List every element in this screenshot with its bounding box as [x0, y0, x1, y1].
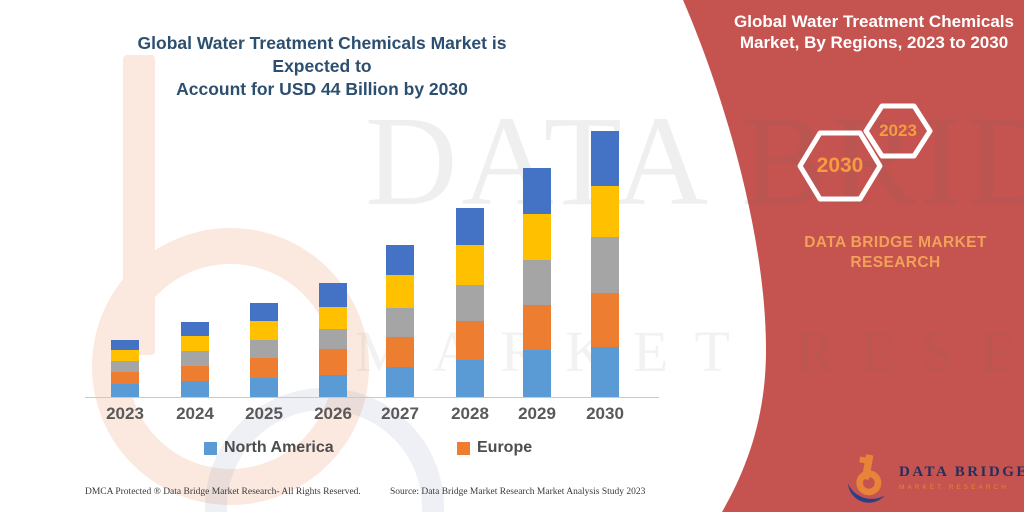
legend-item-north-america: North America: [204, 439, 334, 457]
x-tick-2030: 2030: [586, 404, 624, 423]
logo-subtitle: MARKET RESEARCH: [899, 483, 1009, 491]
bar-2028: [456, 208, 484, 397]
x-axis-ticks: 2023 2024 2025 2026 2027 2028 2029 2030: [85, 404, 660, 426]
databridge-logo: DATA BRIDGE MARKET RESEARCH: [843, 447, 1024, 507]
bar-segment: [591, 293, 619, 347]
bar-segment: [181, 381, 209, 397]
bar-segment: [250, 378, 278, 397]
bar-segment: [250, 302, 278, 321]
bar-segment: [591, 346, 619, 397]
bar-segment: [386, 308, 414, 338]
bar-segment: [319, 328, 347, 350]
bar-segment: [591, 237, 619, 294]
bar-segment: [319, 349, 347, 376]
bar-segment: [523, 214, 551, 260]
legend-swatch-icon: [457, 441, 470, 455]
hexagon-outline-icon: [863, 103, 933, 159]
bar-segment: [523, 259, 551, 306]
legend-label: Europe: [477, 439, 533, 456]
bar-2027: [386, 245, 414, 397]
bar-segment: [456, 208, 484, 246]
bar-2025: [250, 302, 278, 397]
bar-segment: [456, 245, 484, 285]
legend-label: North America: [224, 439, 334, 456]
hexagon-2023-label: 2023: [879, 121, 917, 140]
bar-segment: [456, 284, 484, 322]
bar-2026: [319, 282, 347, 397]
x-tick-2026: 2026: [314, 404, 352, 423]
bar-segment: [386, 275, 414, 309]
brand-text: DATA BRIDGE MARKET RESEARCH: [804, 234, 987, 271]
x-tick-2025: 2025: [245, 404, 283, 423]
legend: North America Europe: [0, 439, 700, 461]
x-tick-2028: 2028: [451, 404, 489, 423]
bar-2024: [181, 321, 209, 397]
bar-segment: [523, 167, 551, 215]
panel-title: Global Water Treatment Chemicals Market,…: [734, 12, 1014, 52]
bar-2023: [111, 339, 139, 397]
bar-segment: [386, 245, 414, 276]
bar-segment: [591, 185, 619, 238]
x-tick-2023: 2023: [106, 404, 144, 423]
hexagon-2030-icon: 2030: [797, 130, 883, 202]
legend-item-europe: Europe: [457, 439, 532, 457]
footer-source-text: Source: Data Bridge Market Research Mark…: [390, 487, 646, 497]
footer-dmca-text: DMCA Protected ® Data Bridge Market Rese…: [85, 487, 361, 497]
x-axis-line: [85, 397, 659, 398]
bar-segment: [111, 339, 139, 351]
bar-segment: [523, 350, 551, 397]
bar-segment: [111, 350, 139, 361]
bar-segment: [181, 350, 209, 366]
bar-segment: [319, 282, 347, 307]
bar-2029: [523, 167, 551, 397]
bar-segment: [386, 337, 414, 368]
bar-segment: [523, 305, 551, 351]
bar-segment: [181, 336, 209, 351]
bar-segment: [386, 367, 414, 397]
legend-swatch-icon: [204, 441, 217, 455]
bar-segment: [250, 340, 278, 359]
bar-segment: [591, 130, 619, 186]
bar-segment: [250, 320, 278, 341]
bar-segment: [111, 360, 139, 373]
x-tick-2027: 2027: [381, 404, 419, 423]
bar-segment: [181, 365, 209, 382]
bar-segment: [111, 383, 139, 397]
bar-2030: [591, 130, 619, 397]
x-tick-2029: 2029: [518, 404, 556, 423]
databridge-logo-icon: [848, 454, 885, 503]
bar-segment: [250, 358, 278, 379]
bar-segment: [181, 321, 209, 337]
bar-segment: [319, 306, 347, 329]
bar-segment: [319, 375, 347, 397]
logo-textbox: DATA BRIDGE MARKET RESEARCH: [899, 464, 1024, 491]
hexagon-2023-icon: 2023: [863, 103, 933, 159]
chart-title: Global Water Treatment Chemicals Market …: [137, 33, 507, 99]
plot-area: [85, 97, 660, 397]
bar-segment: [456, 321, 484, 360]
hexagon-outline-icon: [797, 130, 883, 202]
bar-segment: [456, 359, 484, 397]
hexagon-2030-label: 2030: [816, 154, 864, 177]
bar-segment: [111, 372, 139, 384]
logo-title: DATA BRIDGE: [899, 463, 1024, 480]
x-tick-2024: 2024: [176, 404, 214, 423]
